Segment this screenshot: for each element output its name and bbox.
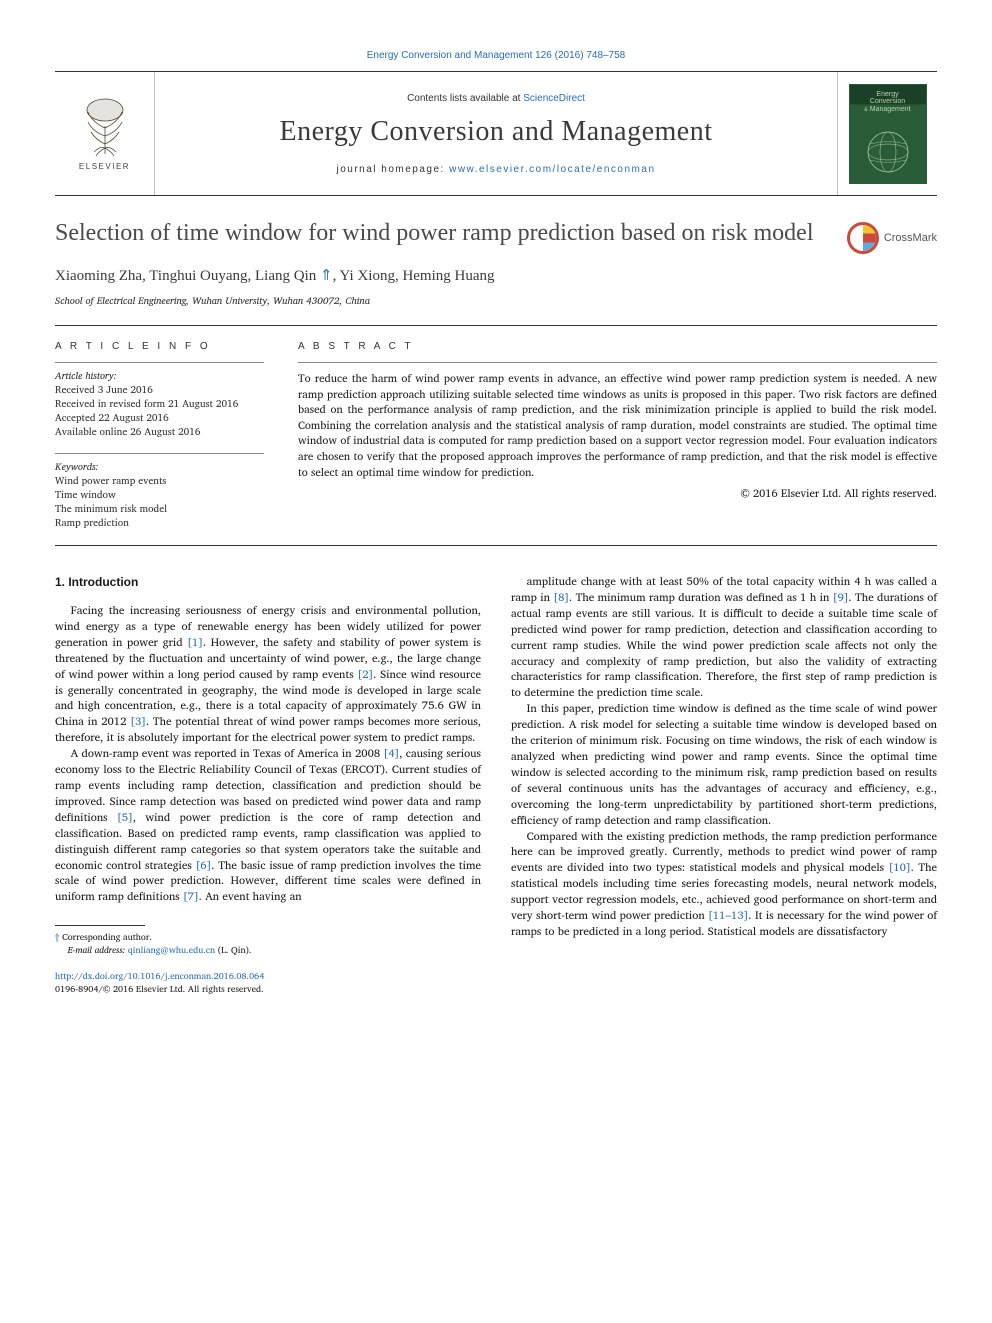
journal-masthead: ELSEVIER Contents lists available at Sci… xyxy=(55,71,937,196)
history-accepted: Accepted 22 August 2016 xyxy=(55,411,264,425)
keywords-label: Keywords: xyxy=(55,460,264,474)
issn-copyright-line: 0196-8904/© 2016 Elsevier Ltd. All right… xyxy=(55,981,264,996)
keyword-item: The minimum risk model xyxy=(55,502,264,516)
contents-prefix: Contents lists available at xyxy=(407,93,523,104)
history-received: Received 3 June 2016 xyxy=(55,383,264,397)
ref-link[interactable]: [9] xyxy=(833,588,849,606)
running-citation: Energy Conversion and Management 126 (20… xyxy=(55,50,937,61)
ref-link[interactable]: [6] xyxy=(196,856,212,874)
elsevier-wordmark: ELSEVIER xyxy=(79,162,130,171)
body-paragraph: In this paper, prediction time window is… xyxy=(511,701,937,828)
keyword-item: Time window xyxy=(55,488,264,502)
keyword-item: Ramp prediction xyxy=(55,516,264,530)
body-paragraph: Facing the increasing seriousness of ene… xyxy=(55,603,481,746)
article-info-column: A R T I C L E I N F O Article history: R… xyxy=(55,326,280,545)
cover-title-l2: Conversion xyxy=(870,98,905,105)
ref-link[interactable]: [4] xyxy=(384,744,400,762)
corresponding-email-link[interactable]: qinliang@whu.edu.cn xyxy=(128,942,215,957)
authors-part1: Xiaoming Zha, Tinghui Ouyang, Liang Qin xyxy=(55,268,320,284)
elsevier-tree-icon xyxy=(76,96,134,158)
paper-title: Selection of time window for wind power … xyxy=(55,218,847,249)
cover-title-l1: Energy xyxy=(876,91,898,98)
body-paragraph: A down-ramp event was reported in Texas … xyxy=(55,746,481,905)
journal-homepage-link[interactable]: www.elsevier.com/locate/enconman xyxy=(449,164,655,175)
ref-link[interactable]: [3] xyxy=(130,712,146,730)
body-left-column: 1. Introduction Facing the increasing se… xyxy=(55,574,481,996)
homepage-prefix: journal homepage: xyxy=(336,164,449,175)
authors-part2: , Yi Xiong, Heming Huang xyxy=(333,268,495,284)
ref-link[interactable]: [2] xyxy=(358,665,374,683)
ref-link[interactable]: [1] xyxy=(187,633,203,651)
footnote-rule xyxy=(55,925,145,926)
abstract-copyright: © 2016 Elsevier Ltd. All rights reserved… xyxy=(298,484,937,502)
contents-available-line: Contents lists available at ScienceDirec… xyxy=(407,93,585,104)
journal-cover-thumbnail: Energy Conversion & Management xyxy=(849,84,927,184)
section-1-heading: 1. Introduction xyxy=(55,574,481,591)
authors-line: Xiaoming Zha, Tinghui Ouyang, Liang Qin … xyxy=(55,266,937,285)
body-paragraph: amplitude change with at least 50% of th… xyxy=(511,574,937,701)
abstract-column: A B S T R A C T To reduce the harm of wi… xyxy=(280,326,937,545)
corresponding-author-mark[interactable]: ⇑ xyxy=(320,268,333,284)
crossmark-badge[interactable]: CrossMark xyxy=(847,218,937,254)
affiliation: School of Electrical Engineering, Wuhan … xyxy=(55,293,937,309)
crossmark-label: CrossMark xyxy=(884,232,937,244)
ref-link[interactable]: [8] xyxy=(553,588,569,606)
body-columns: 1. Introduction Facing the increasing se… xyxy=(55,574,937,996)
article-history-block: Article history: Received 3 June 2016 Re… xyxy=(55,362,264,439)
abstract-heading: A B S T R A C T xyxy=(298,341,937,352)
masthead-center: Contents lists available at ScienceDirec… xyxy=(155,72,837,195)
body-right-column: amplitude change with at least 50% of th… xyxy=(511,574,937,996)
ref-link[interactable]: [7] xyxy=(183,887,199,905)
history-revised: Received in revised form 21 August 2016 xyxy=(55,397,264,411)
info-abstract-band: A R T I C L E I N F O Article history: R… xyxy=(55,325,937,546)
cover-title-l3: Management xyxy=(870,106,911,113)
history-online: Available online 26 August 2016 xyxy=(55,425,264,439)
crossmark-icon xyxy=(847,222,879,254)
running-citation-link[interactable]: Energy Conversion and Management 126 (20… xyxy=(367,50,626,61)
email-tail: (L. Qin). xyxy=(215,942,251,957)
email-label: E-mail address: xyxy=(68,942,128,957)
publisher-logo-box: ELSEVIER xyxy=(55,72,155,195)
article-info-heading: A R T I C L E I N F O xyxy=(55,341,264,352)
journal-name: Energy Conversion and Management xyxy=(279,116,712,148)
keywords-block: Keywords: Wind power ramp events Time wi… xyxy=(55,453,264,530)
sciencedirect-link[interactable]: ScienceDirect xyxy=(523,93,585,104)
ref-link[interactable]: [11–13] xyxy=(708,906,748,924)
cover-globe-icon xyxy=(865,129,911,175)
title-row: Selection of time window for wind power … xyxy=(55,218,937,254)
cover-title: Energy Conversion & Management xyxy=(850,91,926,114)
ref-link[interactable]: [10] xyxy=(889,858,911,876)
corresponding-author-footnote: ⇑ Corresponding author. E-mail address: … xyxy=(55,931,481,956)
body-paragraph: Compared with the existing prediction me… xyxy=(511,829,937,940)
abstract-text: To reduce the harm of wind power ramp ev… xyxy=(298,362,937,480)
journal-homepage-line: journal homepage: www.elsevier.com/locat… xyxy=(336,164,655,175)
journal-cover-box: Energy Conversion & Management xyxy=(837,72,937,195)
article-history-label: Article history: xyxy=(55,369,264,383)
cover-title-amp: & xyxy=(864,107,867,113)
ref-link[interactable]: [5] xyxy=(117,808,133,826)
doi-block: http://dx.doi.org/10.1016/j.enconman.201… xyxy=(55,970,481,995)
keyword-item: Wind power ramp events xyxy=(55,474,264,488)
